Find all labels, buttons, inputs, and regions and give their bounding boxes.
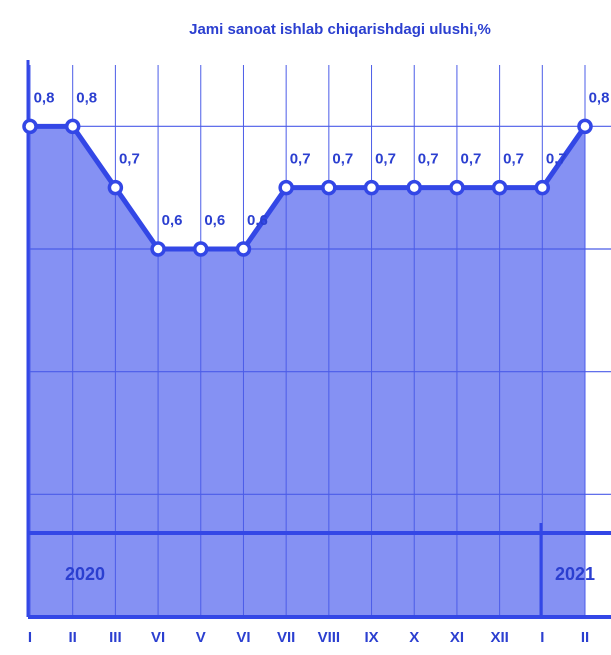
x-tick-label: V <box>196 629 206 646</box>
point <box>534 179 551 196</box>
data-label: 0,7 <box>460 151 481 168</box>
x-tick-label: XI <box>450 629 464 646</box>
data-label: 0,7 <box>119 151 140 168</box>
chart-title: Jami sanoat ishlab chiqarishdagi ulushi,… <box>189 21 491 38</box>
x-tick-label: II <box>69 629 77 646</box>
point <box>363 179 380 196</box>
x-tick-label: I <box>540 629 544 646</box>
point <box>150 241 166 257</box>
point <box>406 179 422 196</box>
x-tick-label: II <box>581 629 589 646</box>
point <box>64 118 81 135</box>
data-label: 0,7 <box>332 151 353 168</box>
point <box>449 179 465 196</box>
point <box>107 179 124 196</box>
point <box>235 241 252 257</box>
data-label: 0,7 <box>290 151 311 168</box>
year-label: 2021 <box>555 564 595 584</box>
data-label: 0,7 <box>375 151 396 168</box>
data-label: 0,8 <box>34 89 55 106</box>
x-tick-label: VI <box>151 629 165 646</box>
x-tick-label: VI <box>236 629 250 646</box>
x-tick-label: X <box>409 629 419 646</box>
data-label: 0,7 <box>546 151 567 168</box>
x-tick-label: I <box>28 629 32 646</box>
point <box>577 118 593 135</box>
x-tick-label: III <box>109 629 122 646</box>
point <box>278 179 294 196</box>
point <box>321 179 337 196</box>
point <box>22 118 38 135</box>
x-tick-label: XII <box>490 629 508 646</box>
data-label: 0,8 <box>589 89 610 106</box>
point <box>491 179 508 196</box>
point <box>193 241 209 257</box>
x-tick-label: IX <box>364 629 378 646</box>
data-label: 0,7 <box>503 151 524 168</box>
data-label: 0,7 <box>418 151 439 168</box>
x-tick-label: VII <box>277 629 295 646</box>
x-tick-label: VIII <box>318 629 341 646</box>
data-label: 0,6 <box>204 212 225 229</box>
data-label: 0,6 <box>162 212 183 229</box>
year-label: 2020 <box>65 564 105 584</box>
data-label: 0,6 <box>247 212 268 229</box>
data-label: 0,8 <box>76 89 97 106</box>
